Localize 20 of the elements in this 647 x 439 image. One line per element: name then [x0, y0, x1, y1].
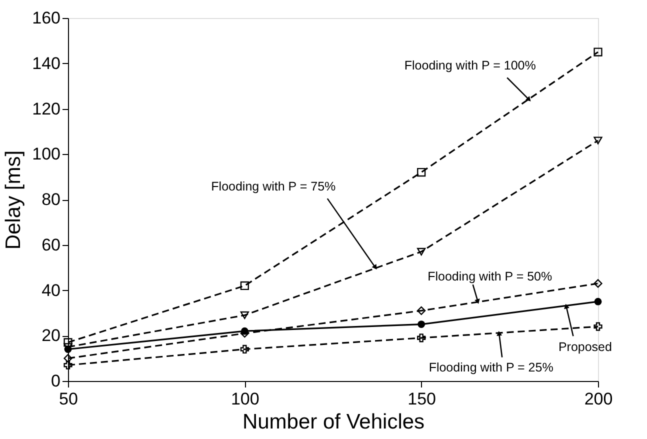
x-tick-label: 50	[59, 390, 78, 408]
y-tick-label: 160	[32, 8, 60, 28]
annotation: Flooding with P = 100%	[404, 58, 536, 73]
x-tick-label: 200	[584, 390, 613, 408]
annotation: Flooding with P = 25%	[428, 360, 554, 374]
annotation: Flooding with P = 75%	[211, 180, 336, 194]
y-tick-label: 40	[42, 280, 60, 300]
y-tick-label: 120	[32, 99, 60, 118]
y-tick-label: 80	[42, 190, 60, 209]
y-tick-label: 60	[42, 235, 60, 254]
y-tick-label: 20	[42, 326, 60, 346]
annotation: Proposed	[558, 340, 612, 354]
y-axis-title: Delay [ms]	[2, 150, 26, 250]
x-tick-label: 100	[230, 390, 260, 408]
y-tick-label: 100	[32, 144, 60, 164]
x-tick-label: 150	[408, 390, 436, 408]
annotation: Flooding with P = 50%	[428, 270, 552, 284]
x-axis-title: Number of Vehicles	[242, 410, 425, 434]
y-tick-label: 0	[51, 372, 60, 390]
y-tick-label: 140	[32, 54, 60, 73]
